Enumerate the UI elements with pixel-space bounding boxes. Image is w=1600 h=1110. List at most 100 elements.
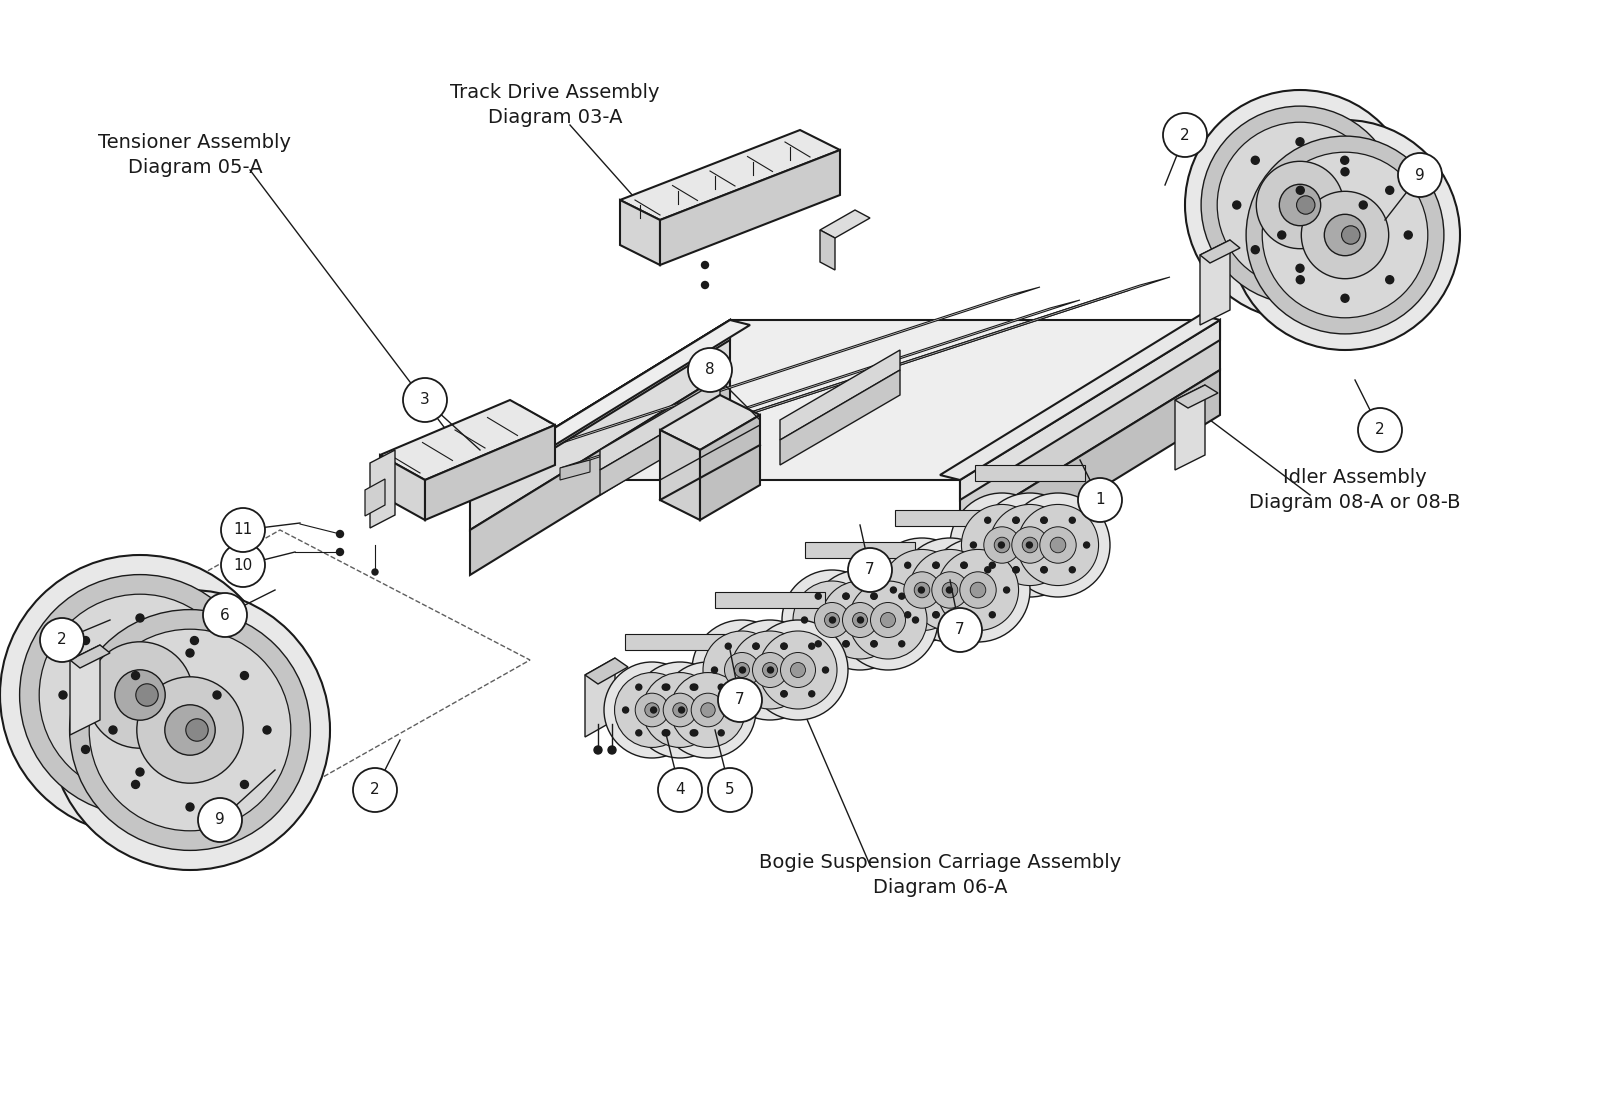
- Circle shape: [1027, 542, 1034, 548]
- Text: 4: 4: [675, 783, 685, 797]
- Polygon shape: [894, 509, 1005, 526]
- Circle shape: [1040, 567, 1046, 573]
- Circle shape: [904, 572, 941, 608]
- Text: 2: 2: [1181, 128, 1190, 142]
- Circle shape: [1013, 567, 1019, 573]
- Circle shape: [82, 746, 90, 754]
- Circle shape: [186, 719, 208, 741]
- Text: Idler Assembly
Diagram 08-A or 08-B: Idler Assembly Diagram 08-A or 08-B: [1250, 468, 1461, 512]
- Circle shape: [782, 571, 882, 670]
- Polygon shape: [621, 130, 840, 220]
- Polygon shape: [520, 447, 550, 467]
- Text: 10: 10: [234, 557, 253, 573]
- Circle shape: [675, 707, 682, 713]
- Circle shape: [994, 537, 1010, 553]
- Polygon shape: [470, 370, 730, 575]
- Circle shape: [870, 538, 974, 642]
- Circle shape: [704, 707, 709, 713]
- Circle shape: [1230, 120, 1459, 350]
- Circle shape: [1040, 517, 1046, 523]
- Polygon shape: [70, 645, 99, 735]
- Circle shape: [690, 730, 696, 736]
- Circle shape: [1027, 542, 1032, 548]
- Circle shape: [795, 667, 800, 673]
- Circle shape: [1013, 567, 1019, 573]
- Polygon shape: [520, 287, 1040, 455]
- Circle shape: [136, 768, 144, 776]
- Circle shape: [1013, 517, 1019, 523]
- Polygon shape: [470, 320, 730, 529]
- Circle shape: [914, 583, 930, 598]
- Circle shape: [989, 612, 995, 618]
- Circle shape: [763, 663, 778, 677]
- Text: 7: 7: [734, 693, 746, 707]
- Circle shape: [853, 613, 867, 627]
- Circle shape: [371, 569, 378, 575]
- Polygon shape: [960, 370, 1221, 575]
- Circle shape: [781, 653, 816, 687]
- Polygon shape: [960, 320, 1221, 529]
- Circle shape: [838, 571, 938, 670]
- Circle shape: [40, 618, 83, 662]
- Circle shape: [950, 493, 1054, 597]
- Text: 2: 2: [1374, 423, 1386, 437]
- Circle shape: [701, 703, 715, 717]
- Text: 9: 9: [214, 813, 226, 827]
- Circle shape: [962, 504, 1043, 586]
- Circle shape: [354, 768, 397, 813]
- Circle shape: [752, 643, 758, 649]
- Circle shape: [899, 593, 904, 599]
- Circle shape: [781, 643, 787, 649]
- Circle shape: [662, 684, 669, 690]
- Circle shape: [198, 798, 242, 842]
- Circle shape: [664, 694, 698, 727]
- Circle shape: [843, 593, 848, 599]
- Circle shape: [1341, 245, 1349, 254]
- Text: 3: 3: [421, 393, 430, 407]
- Polygon shape: [805, 542, 915, 558]
- Circle shape: [933, 563, 939, 568]
- Circle shape: [870, 603, 906, 637]
- Circle shape: [960, 563, 966, 568]
- Polygon shape: [610, 450, 640, 470]
- Circle shape: [754, 690, 760, 697]
- Circle shape: [672, 703, 688, 717]
- Circle shape: [821, 581, 899, 659]
- Circle shape: [1358, 408, 1402, 452]
- Circle shape: [707, 768, 752, 813]
- Circle shape: [38, 594, 242, 796]
- Circle shape: [890, 587, 896, 593]
- Circle shape: [109, 726, 117, 734]
- Circle shape: [403, 379, 446, 422]
- Polygon shape: [650, 278, 1170, 445]
- Circle shape: [605, 662, 701, 758]
- Circle shape: [691, 620, 792, 720]
- Polygon shape: [560, 300, 1080, 468]
- Circle shape: [688, 349, 733, 392]
- Circle shape: [850, 581, 926, 659]
- Text: 8: 8: [706, 363, 715, 377]
- Circle shape: [1301, 191, 1389, 279]
- Circle shape: [882, 549, 963, 630]
- Circle shape: [962, 612, 968, 618]
- Polygon shape: [365, 480, 386, 516]
- Circle shape: [1011, 527, 1048, 563]
- Circle shape: [856, 617, 862, 623]
- Circle shape: [702, 630, 781, 709]
- Polygon shape: [586, 658, 614, 737]
- Circle shape: [1386, 186, 1394, 194]
- Polygon shape: [781, 350, 899, 440]
- Circle shape: [131, 672, 139, 679]
- Polygon shape: [381, 455, 426, 519]
- Circle shape: [843, 640, 848, 647]
- Polygon shape: [661, 430, 701, 519]
- Circle shape: [989, 563, 995, 568]
- Circle shape: [19, 575, 261, 816]
- Circle shape: [1341, 294, 1349, 302]
- Text: 2: 2: [370, 783, 379, 797]
- Circle shape: [1232, 201, 1240, 209]
- Text: 1: 1: [1094, 493, 1106, 507]
- Circle shape: [664, 684, 670, 690]
- Circle shape: [712, 667, 717, 673]
- Polygon shape: [701, 415, 760, 519]
